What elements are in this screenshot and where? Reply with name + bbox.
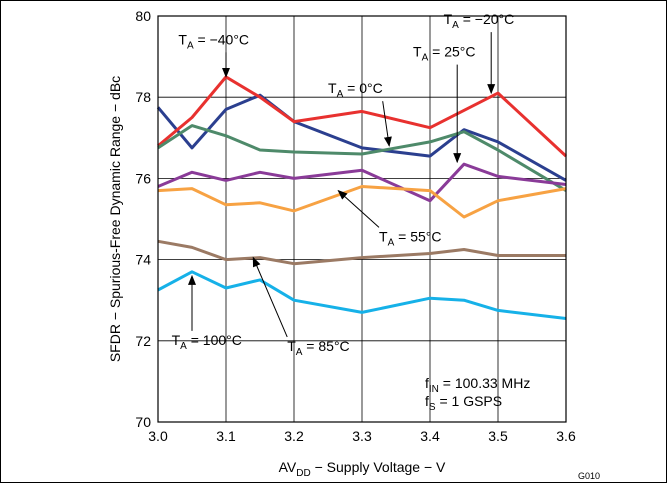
x-tick-label: 3.4: [420, 428, 440, 444]
x-tick-label: 3.1: [216, 428, 236, 444]
tick-labels: 3.0 3.1 3.2 3.3 3.4 3.5 3.6 70 72 74 76 78 80: [135, 8, 576, 444]
x-tick-label: 3.5: [488, 428, 508, 444]
grid-lines: [157, 15, 567, 423]
y-axis-label: SFDR − Spurious-Free Dynamic Range − dBc: [107, 76, 123, 362]
x-tick-label: 3.6: [556, 428, 576, 444]
y-tick-label: 70: [135, 414, 151, 430]
x-tick-label: 3.2: [284, 428, 304, 444]
series-group: [156, 75, 568, 320]
y-tick-label: 78: [135, 89, 151, 105]
series-line-1: [157, 75, 568, 158]
y-tick-label: 80: [135, 8, 151, 24]
annotation-label-5: TA = 100°C: [172, 332, 242, 352]
series-line-3: [157, 162, 567, 203]
condition-fs: fS = 1 GSPS: [425, 393, 502, 413]
y-tick-label: 72: [135, 333, 151, 349]
annotation-label-0: TA = −40°C: [178, 31, 249, 51]
x-tick-label: 3.3: [352, 428, 372, 444]
annotation-arrow-4: [337, 189, 380, 228]
figure-id: G010: [578, 471, 600, 481]
x-axis-label: AVDD − Supply Voltage − V: [279, 459, 446, 479]
annotation-label-6: TA = 85°C: [287, 338, 349, 358]
annotations: TA = −40°C TA = −20°C TA = 25°C TA = 0°C TA …: [172, 11, 515, 358]
series-line-0: [156, 93, 567, 182]
condition-fin: fIN = 100.33 MHz: [425, 375, 530, 395]
annotation-label-3: TA = 0°C: [328, 80, 383, 100]
annotation-label-4: TA = 55°C: [379, 228, 441, 248]
y-tick-label: 74: [135, 252, 151, 268]
annotation-label-2: TA = 25°C: [413, 44, 475, 64]
x-tick-label: 3.0: [148, 428, 168, 444]
series-line-4: [157, 185, 567, 219]
annotation-label-1: TA = −20°C: [444, 11, 515, 31]
y-tick-label: 76: [135, 170, 151, 186]
annotation-arrow-3: [382, 101, 392, 147]
series-line-5: [157, 239, 566, 266]
plot-area-border: [157, 15, 567, 423]
series-line-2: [157, 124, 567, 192]
series-line-6: [157, 270, 567, 320]
annotation-arrow-6: [252, 256, 288, 338]
